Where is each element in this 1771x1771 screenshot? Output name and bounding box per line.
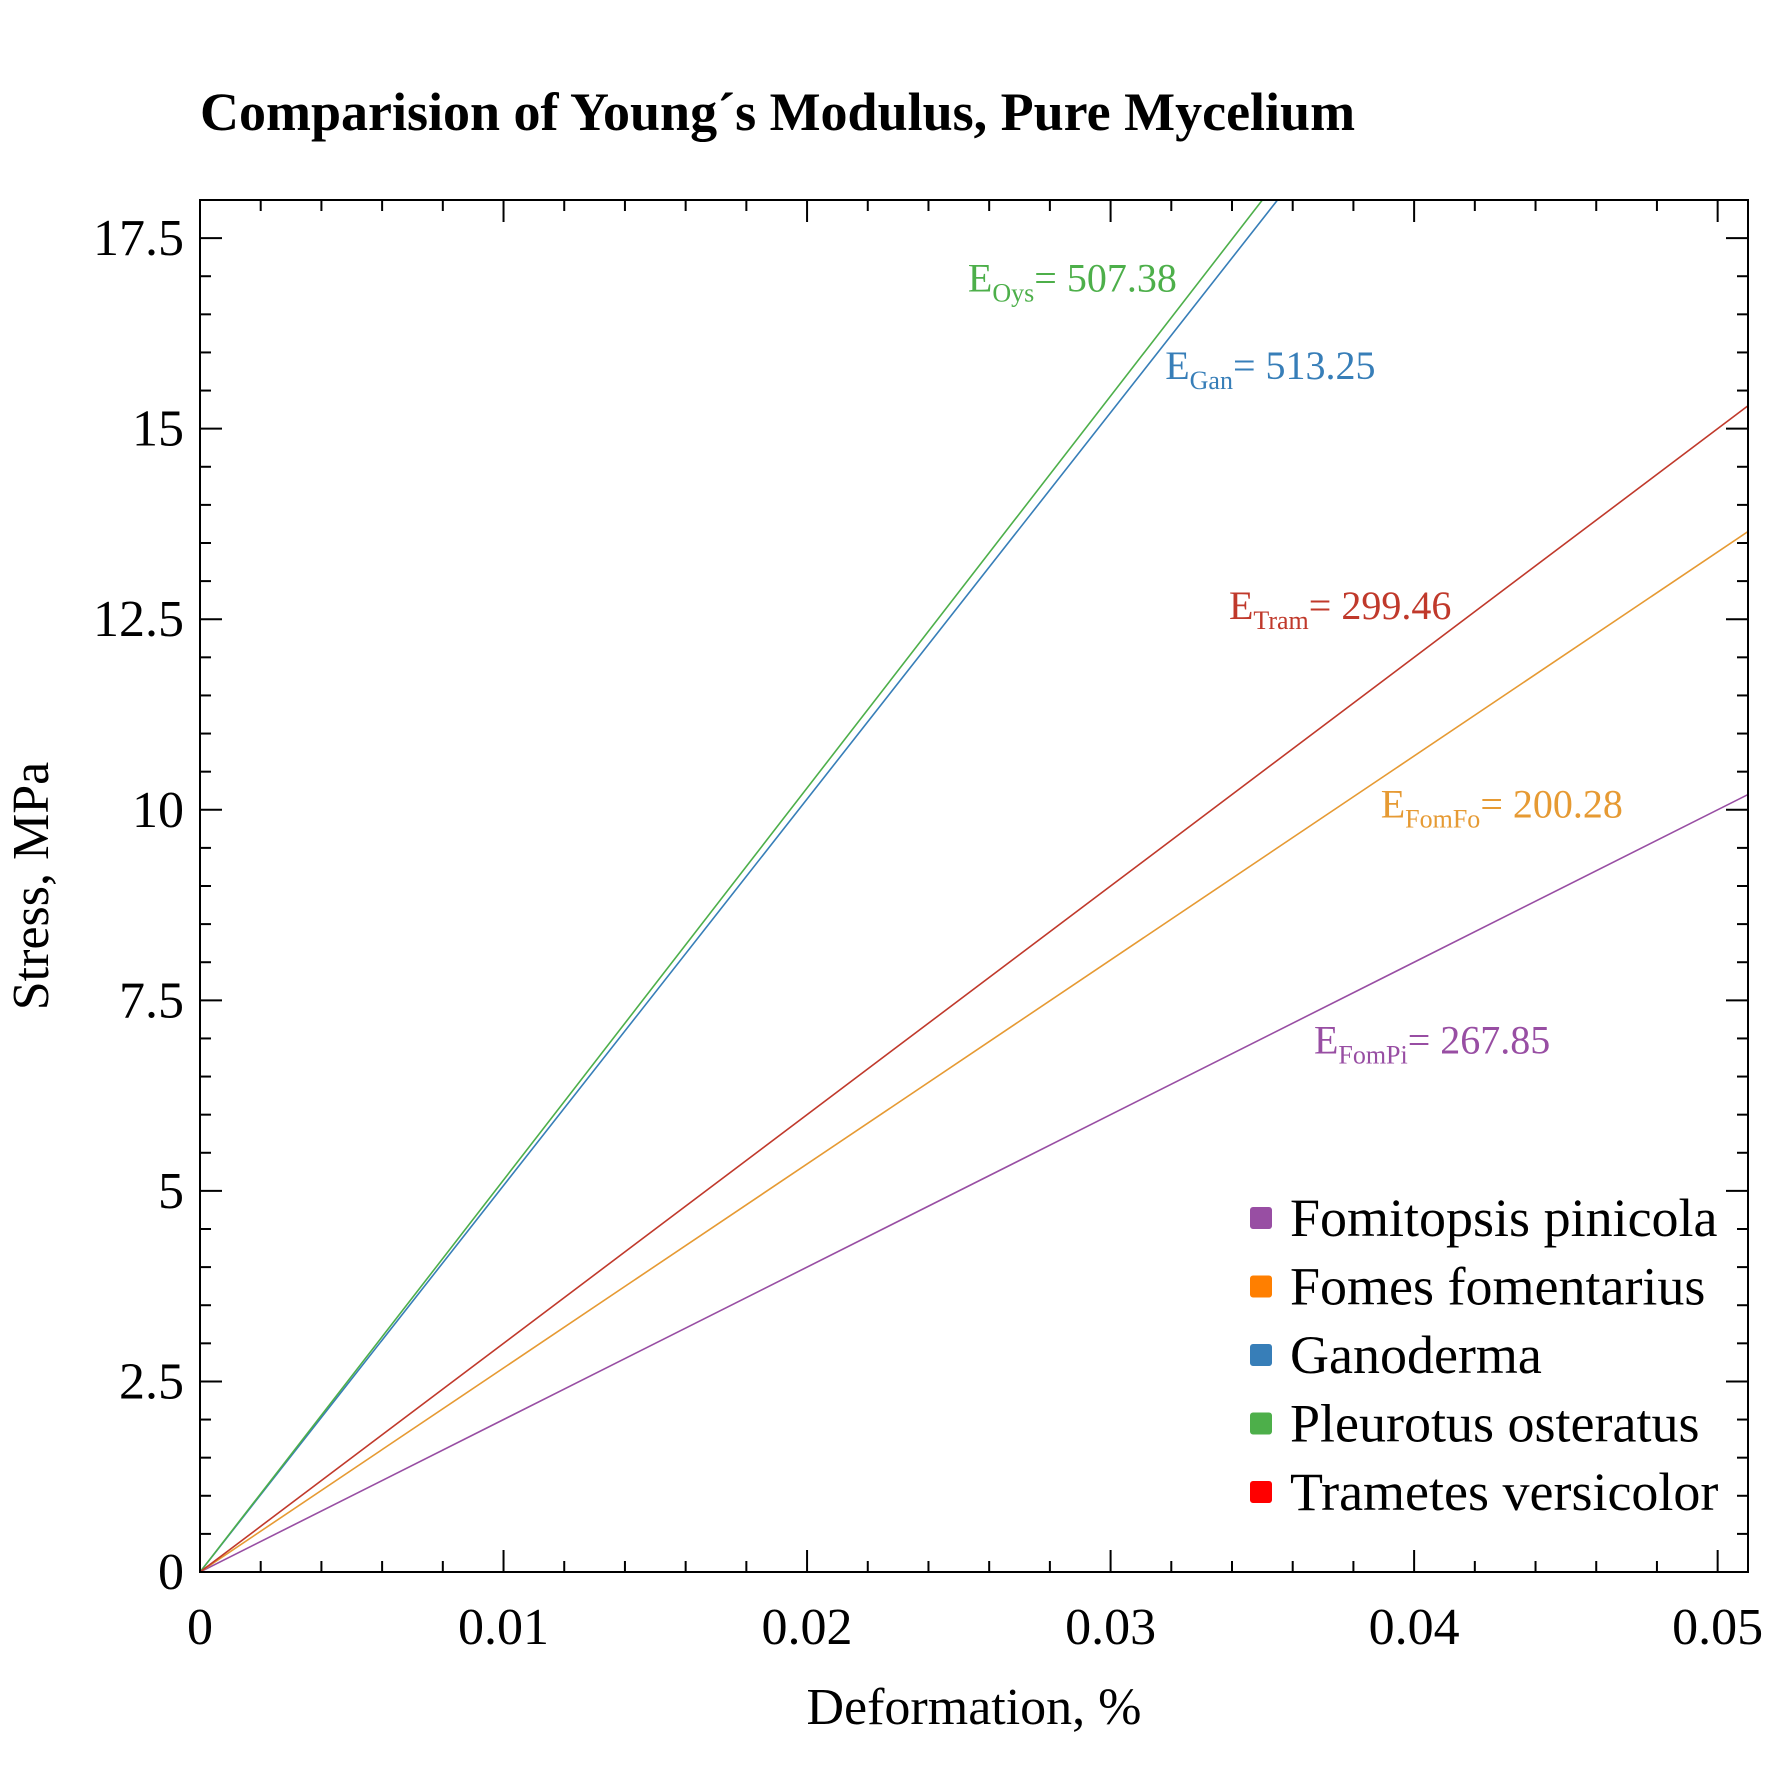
chart-title: Comparision of Young´s Modulus, Pure Myc… [200, 82, 1355, 142]
x-tick-label: 0.03 [1065, 1599, 1156, 1656]
legend-label-fompi: Fomitopsis pinicola [1290, 1188, 1718, 1248]
y-tick-label: 17.5 [93, 210, 184, 267]
modulus-label-gan: EGan= 513.25 [1165, 343, 1375, 395]
modulus-label-fomfo: EFomFo= 200.28 [1381, 781, 1623, 833]
x-tick-label: 0.05 [1672, 1599, 1763, 1656]
series-line-oys [200, 200, 1263, 1572]
legend-swatch-fomfo [1250, 1275, 1272, 1298]
tick-labels: 0 0.01 0.02 0.03 0.04 0.05 0 2.5 5 7.5 10 12.5 15 17.… [93, 210, 1763, 1656]
y-tick-label: 15 [132, 401, 184, 458]
y-tick-label: 12.5 [93, 591, 184, 648]
legend-label-fomfo: Fomes fomentarius [1290, 1257, 1705, 1317]
legend-label-oys: Pleurotus osteratus [1290, 1394, 1699, 1454]
legend-swatch-gan [1250, 1344, 1272, 1366]
series-line-gan [200, 200, 1279, 1572]
x-axis-title: Deformation, % [806, 1679, 1141, 1736]
series-line-fomfo [200, 530, 1748, 1572]
axis-ticks [199, 199, 1748, 1573]
modulus-label-oys: EOys= 507.38 [968, 255, 1177, 307]
legend-swatch-oys [1250, 1412, 1272, 1435]
legend-label-gan: Ganoderma [1290, 1325, 1542, 1385]
legend-swatch-tram [1250, 1481, 1272, 1503]
y-tick-label: 7.5 [119, 972, 184, 1029]
y-tick-label: 5 [158, 1163, 184, 1220]
y-tick-label: 10 [132, 782, 184, 839]
modulus-label-tram: ETram= 299.46 [1229, 583, 1451, 635]
legend-label-tram: Trametes versicolor [1290, 1462, 1718, 1522]
x-tick-label: 0.04 [1369, 1599, 1460, 1656]
y-tick-label: 0 [158, 1544, 184, 1601]
y-tick-label: 2.5 [119, 1353, 184, 1410]
x-tick-label: 0 [187, 1599, 213, 1656]
modulus-annotations: EFomPi= 267.85 EFomFo= 200.28 EGan= 513.25… [968, 255, 1623, 1069]
plot-frame [199, 199, 1749, 1573]
legend: Fomitopsis pinicola Fomes fomentarius Gano… [1250, 1188, 1718, 1522]
modulus-label-fompi: EFomPi= 267.85 [1314, 1018, 1550, 1070]
y-axis-title: Stress, MPa [3, 762, 60, 1010]
legend-swatch-fompi [1250, 1207, 1272, 1229]
series-line-fompi [200, 793, 1748, 1572]
x-tick-label: 0.01 [458, 1599, 549, 1656]
series-lines [200, 200, 1748, 1572]
x-tick-label: 0.02 [762, 1599, 853, 1656]
series-line-tram [200, 405, 1748, 1572]
